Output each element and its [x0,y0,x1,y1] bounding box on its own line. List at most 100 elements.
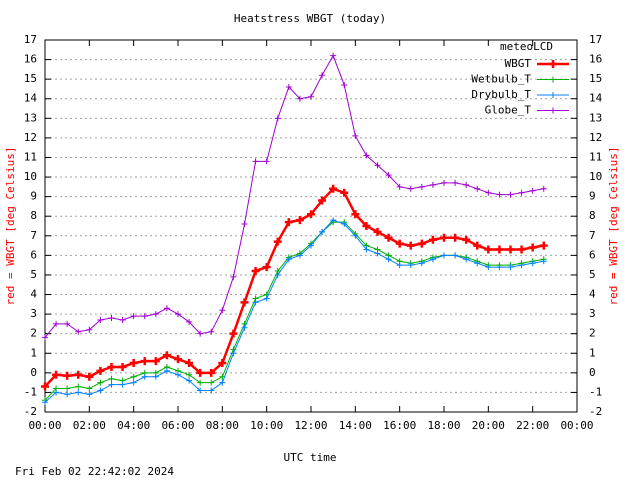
y2-tick-label: 17 [589,33,602,46]
data-point [329,184,338,193]
y2-tick-label: 3 [589,307,596,320]
data-point [241,324,248,331]
y2-tick-label: 6 [589,248,596,261]
y2-tick-label: 1 [589,346,596,359]
data-point [418,183,425,190]
y-tick-label: 5 [30,268,37,281]
data-point [373,227,382,236]
data-point [319,228,326,235]
data-point [273,237,282,246]
y2-tick-label: 7 [589,229,596,242]
data-point [451,233,460,242]
x-tick-label: 16:00 [383,419,416,432]
data-point [374,250,381,257]
data-point [186,371,193,378]
data-point [175,311,181,318]
y-tick-label: 12 [24,131,37,144]
data-point [252,158,259,165]
y-tick-label: 16 [24,53,37,66]
data-point [428,235,437,244]
data-point [285,83,292,90]
y2-tick-label: 11 [589,150,602,163]
x-tick-label: 22:00 [516,419,549,432]
data-point [274,271,281,278]
legend-label: Drybulb_T [471,88,531,101]
data-point [452,179,459,186]
data-point [318,196,327,205]
data-point [141,313,148,320]
data-point [174,355,182,364]
data-point [197,379,204,386]
y-tick-label: 14 [24,92,38,105]
data-point [42,399,48,406]
data-point [462,235,471,244]
data-point [41,382,49,391]
x-tick-label: 18:00 [427,419,460,432]
data-point [129,359,138,368]
y-tick-label: 10 [24,170,37,183]
data-point [152,373,159,380]
y2-tick-label: 4 [589,288,596,301]
data-point [108,315,115,322]
data-point [496,191,503,198]
data-point [463,256,470,263]
legend-label: Globe_T [485,104,532,117]
data-point [441,179,447,186]
y-tick-label: 2 [30,327,37,340]
x-tick-label: 06:00 [161,419,194,432]
y-tick-label: 6 [30,248,37,261]
x-tick-label: 12:00 [294,419,327,432]
data-point [207,368,216,377]
data-point [141,373,148,380]
data-point [175,371,181,378]
y2-tick-label: 16 [589,53,602,66]
data-point [119,381,126,388]
data-point [374,162,381,169]
data-point [330,217,337,224]
data-point [429,181,436,188]
legend-title: meteoLCD [500,40,553,53]
legend-marker [550,92,556,98]
data-point [441,252,447,259]
y2-tick-label: -1 [589,385,602,398]
data-point [230,273,237,280]
y2-axis-label: red = WBGT [deg Celsius] [607,147,620,306]
x-tick-label: 14:00 [339,419,372,432]
y-axis-label: red = WBGT [deg Celsius] [4,147,17,306]
data-point [208,328,215,335]
data-point [118,362,127,371]
x-tick-label: 04:00 [117,419,150,432]
data-point [341,82,348,89]
data-point [496,264,503,271]
data-point [140,357,149,366]
data-point [507,191,514,198]
data-point [130,313,137,320]
legend-marker [549,60,557,68]
data-point [529,260,536,267]
data-point [185,359,194,368]
data-point [75,328,82,335]
data-point [85,372,94,381]
y2-tick-label: 5 [589,268,596,281]
data-point [440,233,448,242]
y2-tick-label: 14 [589,92,603,105]
data-point [540,258,547,265]
x-tick-label: 08:00 [206,419,239,432]
data-point [119,316,126,323]
data-point [218,359,227,368]
data-point [53,389,60,396]
data-point [130,379,137,386]
data-point [518,189,525,196]
data-point [473,241,482,250]
data-point [485,264,492,271]
x-tick-label: 10:00 [250,419,283,432]
y2-tick-label: 10 [589,170,602,183]
data-point [263,158,270,165]
data-point [407,185,414,192]
y-tick-label: 3 [30,307,37,320]
data-point [518,262,525,269]
data-point [363,152,370,159]
x-tick-label: 02:00 [73,419,106,432]
data-point [96,366,105,375]
